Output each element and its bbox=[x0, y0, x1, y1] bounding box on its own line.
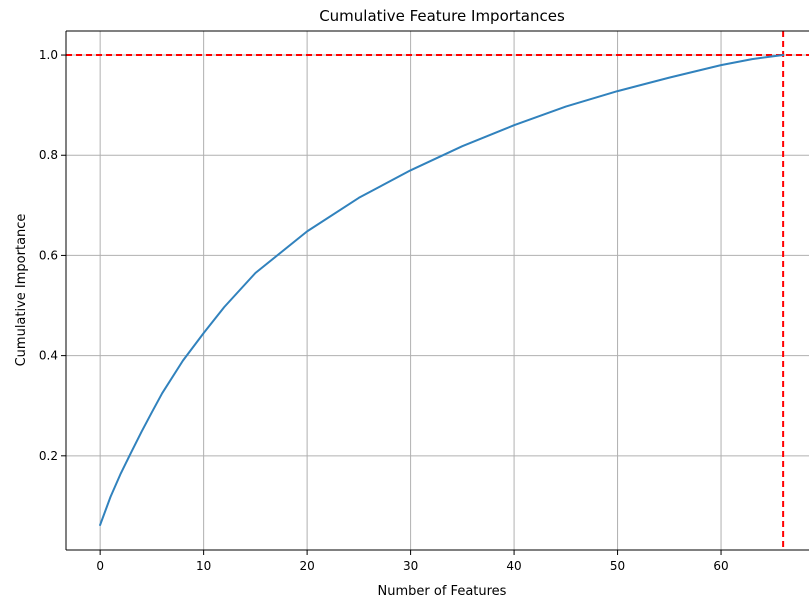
y-tick-label: 0.6 bbox=[39, 248, 58, 262]
x-tick-label: 60 bbox=[713, 559, 728, 573]
y-tick-label: 1.0 bbox=[39, 48, 58, 62]
x-tick-label: 50 bbox=[610, 559, 625, 573]
grid bbox=[66, 31, 809, 550]
x-tick-label: 10 bbox=[196, 559, 211, 573]
axes bbox=[65, 30, 809, 551]
plot-area: 0 10 20 30 40 50 60 0.2 0.4 0.6 0.8 1.0 bbox=[39, 30, 809, 573]
chart-title: Cumulative Feature Importances bbox=[319, 7, 565, 25]
y-tick-label: 0.2 bbox=[39, 449, 58, 463]
x-tick-label: 40 bbox=[506, 559, 521, 573]
x-tick-label: 20 bbox=[299, 559, 314, 573]
y-tick-label: 0.4 bbox=[39, 349, 58, 363]
series-line bbox=[99, 54, 785, 526]
y-tick-label: 0.8 bbox=[39, 148, 58, 162]
y-ticks: 0.2 0.4 0.6 0.8 1.0 bbox=[39, 48, 66, 463]
x-tick-label: 30 bbox=[403, 559, 418, 573]
x-ticks: 0 10 20 30 40 50 60 bbox=[96, 550, 729, 573]
reference-lines bbox=[66, 31, 809, 550]
x-tick-label: 0 bbox=[96, 559, 104, 573]
series-group bbox=[99, 54, 785, 526]
x-axis-label: Number of Features bbox=[378, 584, 507, 599]
y-axis-label: Cumulative Importance bbox=[14, 214, 29, 367]
